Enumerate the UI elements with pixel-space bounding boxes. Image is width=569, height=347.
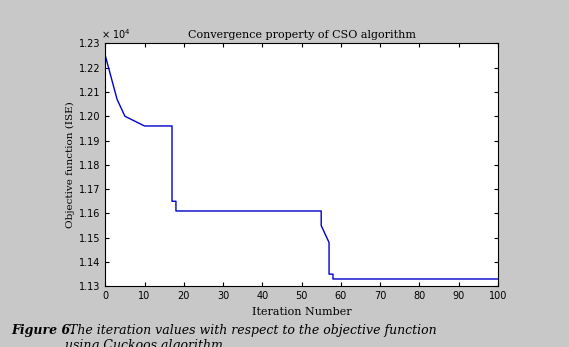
Text: The iteration values with respect to the objective function
using Cuckoos algori: The iteration values with respect to the… (65, 324, 437, 347)
Text: $\times\ 10^4$: $\times\ 10^4$ (101, 27, 131, 41)
Title: Convergence property of CSO algorithm: Convergence property of CSO algorithm (188, 30, 415, 40)
Y-axis label: Objective function (ISE): Objective function (ISE) (65, 101, 75, 228)
Text: Figure 6.: Figure 6. (11, 324, 75, 337)
X-axis label: Iteration Number: Iteration Number (251, 307, 352, 317)
